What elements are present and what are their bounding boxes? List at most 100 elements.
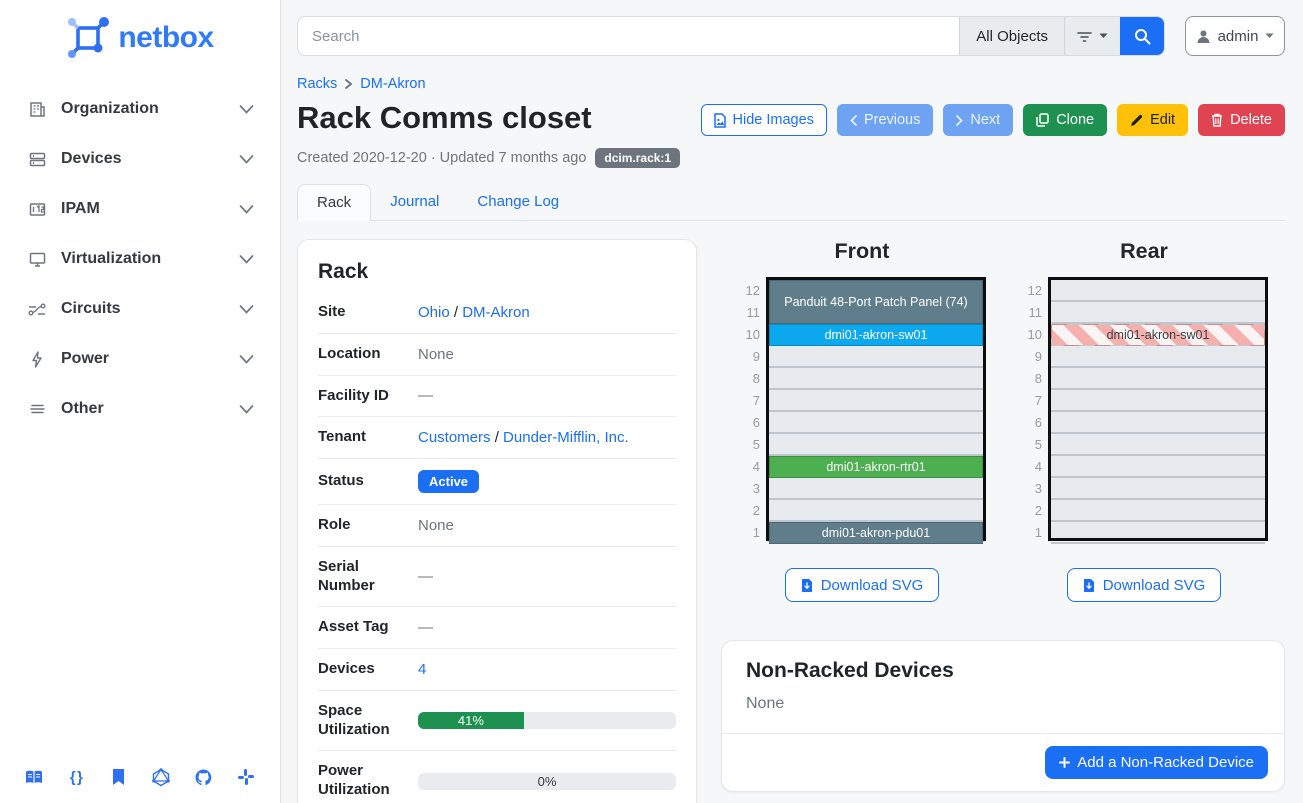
tab-bar: Rack Journal Change Log: [297, 184, 1285, 221]
rack-unit-slot[interactable]: [1051, 368, 1265, 390]
rack-unit-slot[interactable]: [769, 478, 983, 500]
elevations: Front 12 11 10 9 8 7 6 5 4 3 2 1 Panduit 48-Port Pat…: [721, 239, 1285, 602]
rack-unit-slot[interactable]: [1051, 390, 1265, 412]
building-icon: [28, 100, 46, 118]
rack-unit-slot[interactable]: [1051, 456, 1265, 478]
rack-unit-slot[interactable]: [1051, 412, 1265, 434]
facility-id-row: Facility ID —: [318, 376, 676, 418]
breadcrumb-dm-akron[interactable]: DM-Akron: [360, 76, 426, 92]
graphql-icon[interactable]: [151, 767, 171, 787]
rack-unit-slot[interactable]: [769, 434, 983, 456]
rack-device[interactable]: dmi01-akron-rtr01: [769, 456, 983, 478]
tenant-link[interactable]: Dunder-Mifflin, Inc.: [503, 429, 629, 447]
status-row: Status Active: [318, 459, 676, 505]
next-button[interactable]: Next: [943, 104, 1014, 136]
devices-count-link[interactable]: 4: [418, 660, 427, 678]
rack-device[interactable]: dmi01-akron-pdu01: [769, 522, 983, 544]
sidebar-item-virtualization[interactable]: Virtualization: [22, 234, 260, 284]
location-row: Location None: [318, 334, 676, 376]
netbox-logo[interactable]: netbox: [0, 0, 280, 74]
tenant-group-link[interactable]: Customers: [418, 429, 491, 447]
previous-button[interactable]: Previous: [836, 104, 934, 136]
edit-button[interactable]: Edit: [1117, 104, 1189, 136]
sidebar-footer: { }: [0, 767, 280, 803]
add-non-racked-device-button[interactable]: Add a Non-Racked Device: [1045, 746, 1268, 779]
tab-change-log[interactable]: Change Log: [477, 193, 560, 210]
rest-api-braces-icon[interactable]: { }: [69, 768, 83, 786]
space-utilization-fill: 41%: [418, 712, 524, 729]
api-journal-icon[interactable]: [109, 767, 129, 787]
non-racked-empty-text: None: [746, 695, 785, 712]
rack-elevation-diagram: Panduit 48-Port Patch Panel (74) dmi01-ak…: [766, 277, 986, 544]
rack-device[interactable]: dmi01-akron-sw01: [1051, 324, 1265, 346]
sidebar-item-organization[interactable]: Organization: [22, 84, 260, 134]
clone-button[interactable]: Clone: [1023, 104, 1108, 136]
search-input[interactable]: [298, 17, 960, 55]
rack-unit-slot[interactable]: [1051, 302, 1265, 324]
filter-icon: [1077, 30, 1092, 43]
search-button[interactable]: [1120, 17, 1164, 55]
hide-images-button[interactable]: Hide Images: [700, 104, 827, 136]
chevron-down-icon: [239, 254, 254, 264]
space-utilization-bar: 41%: [418, 712, 676, 729]
sidebar-item-power[interactable]: Power: [22, 334, 260, 384]
search-filter-dropdown[interactable]: [1064, 17, 1120, 55]
github-icon[interactable]: [194, 767, 214, 787]
pencil-icon: [1130, 114, 1143, 127]
sidebar-item-other[interactable]: Other: [22, 384, 260, 434]
rack-device[interactable]: Panduit 48-Port Patch Panel (74): [769, 280, 983, 324]
tab-rack[interactable]: Rack: [297, 184, 372, 221]
front-elevation: Front 12 11 10 9 8 7 6 5 4 3 2 1 Panduit 48-Port Pat…: [721, 239, 1003, 602]
download-svg-front-button[interactable]: Download SVG: [784, 568, 940, 602]
rear-elevation: Rear 12 11 10 9 8 7 6 5 4 3 2 1 dmi01-akron-sw01 Dow…: [1003, 239, 1285, 602]
chevron-left-icon: [850, 114, 857, 126]
serial-number-row: Serial Number —: [318, 547, 676, 608]
chevron-down-icon: [239, 104, 254, 114]
caret-down-icon: [1265, 33, 1274, 39]
sidebar-item-circuits[interactable]: Circuits: [22, 284, 260, 334]
object-type-select[interactable]: All Objects: [959, 17, 1064, 55]
rack-unit-slot[interactable]: [1051, 434, 1265, 456]
asset-tag-row: Asset Tag —: [318, 607, 676, 649]
download-svg-rear-button[interactable]: Download SVG: [1066, 568, 1222, 602]
clone-icon: [1036, 113, 1049, 127]
sidebar-item-ipam[interactable]: IPAM: [22, 184, 260, 234]
breadcrumb: Racks DM-Akron: [297, 76, 1285, 92]
image-file-icon: [713, 112, 726, 128]
sidebar-item-label: Organization: [61, 100, 159, 117]
rack-unit-slot[interactable]: [1051, 500, 1265, 522]
unit-numbers: 12 11 10 9 8 7 6 5 4 3 2 1: [745, 283, 760, 540]
docs-book-icon[interactable]: [24, 767, 44, 787]
chevron-down-icon: [239, 304, 254, 314]
rack-unit-slot[interactable]: [1051, 478, 1265, 500]
breadcrumb-racks[interactable]: Racks: [297, 76, 338, 92]
user-icon: [1196, 29, 1211, 44]
sidebar-item-devices[interactable]: Devices: [22, 134, 260, 184]
breadcrumb-chevron-icon: [345, 79, 353, 89]
action-buttons: Hide Images Previous Next Clone: [700, 104, 1285, 136]
rack-unit-slot[interactable]: [769, 412, 983, 434]
rack-device[interactable]: dmi01-akron-sw01: [769, 324, 983, 346]
rack-unit-slot[interactable]: [1051, 280, 1265, 302]
rack-unit-slot[interactable]: [769, 368, 983, 390]
space-utilization-row: Space Utilization 41%: [318, 691, 676, 752]
user-name: admin: [1217, 27, 1259, 45]
chevron-down-icon: [239, 404, 254, 414]
site-link[interactable]: Ohio: [418, 303, 450, 321]
ip-grid-icon: [28, 200, 46, 218]
tab-journal[interactable]: Journal: [390, 193, 440, 210]
rack-unit-slot[interactable]: [769, 500, 983, 522]
bolt-icon: [28, 350, 46, 368]
rack-unit-slot[interactable]: [769, 390, 983, 412]
download-file-icon: [801, 578, 813, 593]
delete-button[interactable]: Delete: [1198, 104, 1285, 136]
rack-unit-slot[interactable]: [769, 346, 983, 368]
rack-unit-slot[interactable]: [1051, 522, 1265, 544]
trash-icon: [1211, 113, 1223, 127]
slack-icon[interactable]: [236, 767, 256, 787]
non-racked-devices-card: Non-Racked Devices None Add a Non-Racked…: [721, 640, 1285, 792]
rack-unit-slot[interactable]: [1051, 346, 1265, 368]
user-menu[interactable]: admin: [1185, 16, 1285, 56]
power-utilization-bar: 0%: [418, 772, 676, 790]
site-sublink[interactable]: DM-Akron: [462, 303, 530, 321]
